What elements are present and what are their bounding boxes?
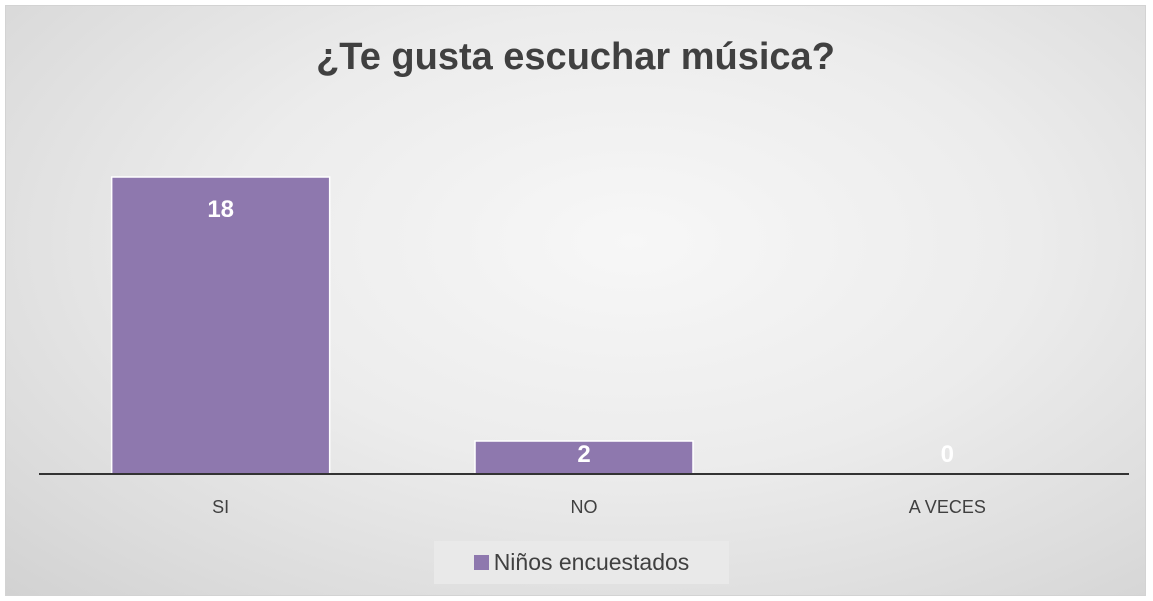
bar-si bbox=[110, 176, 331, 475]
data-label: 18 bbox=[207, 196, 234, 223]
chart-title: ¿Te gusta escuchar música? bbox=[316, 36, 835, 78]
x-tick-label: A VECES bbox=[909, 497, 986, 517]
data-label: 2 bbox=[577, 441, 590, 468]
x-tick-label: NO bbox=[571, 497, 598, 517]
bar-no bbox=[474, 440, 694, 475]
legend-label: Niños encuestados bbox=[493, 549, 690, 575]
plot-area: 18 SI 2 NO 0 A VECES bbox=[39, 176, 1129, 517]
legend-swatch bbox=[473, 555, 489, 570]
legend: Niños encuestados bbox=[434, 541, 729, 584]
data-label: 0 bbox=[941, 441, 954, 468]
chart-area: ¿Te gusta escuchar música? 18 SI 2 NO 0 A VEC… bbox=[5, 5, 1146, 596]
x-tick-label: SI bbox=[212, 497, 229, 517]
